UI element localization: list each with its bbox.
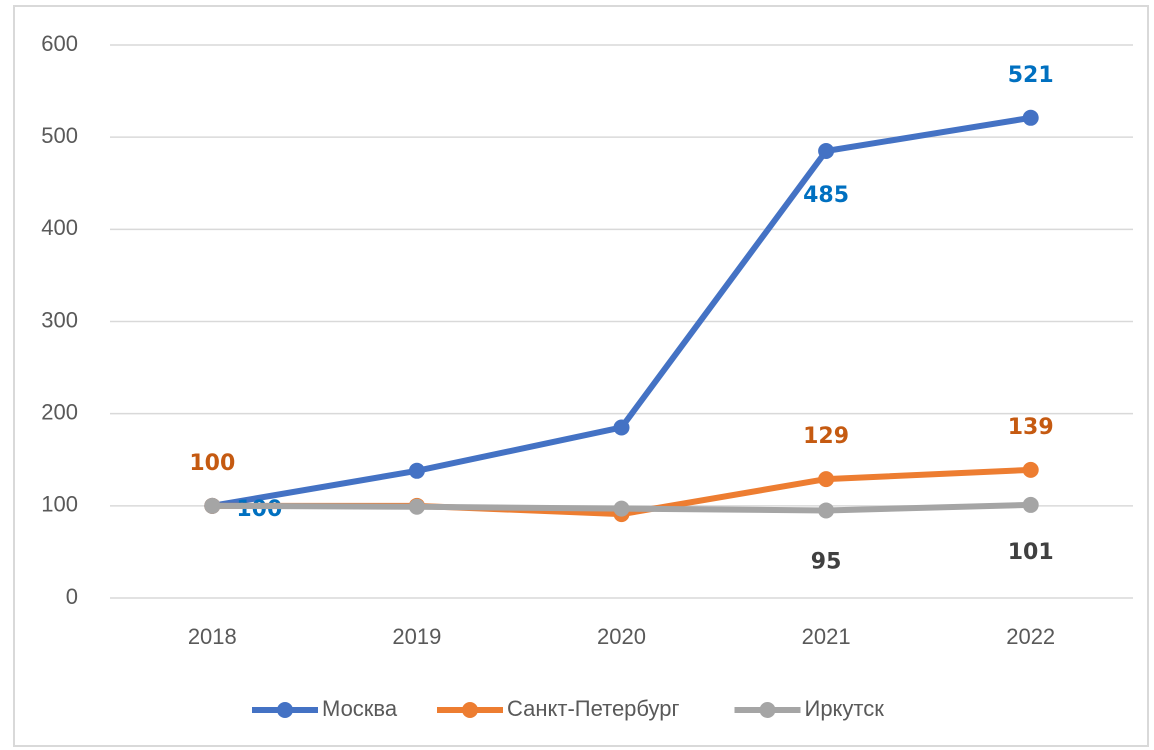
data-label: 521 [1008,63,1054,88]
data-label: 100 [189,451,235,476]
legend-label: Иркутск [805,696,885,721]
data-point [1022,461,1039,478]
y-tick-label: 500 [41,123,78,148]
data-label: 101 [1008,540,1054,565]
data-label: 95 [811,549,842,574]
data-point [613,419,630,436]
data-point [1022,496,1039,513]
y-tick-label: 0 [66,584,78,609]
data-point [818,142,835,159]
x-tick-label: 2021 [802,624,851,649]
y-tick-label: 100 [41,492,78,517]
data-point [818,502,835,519]
x-tick-label: 2020 [597,624,646,649]
data-point [613,500,630,517]
data-point [818,471,835,488]
data-point [408,498,425,515]
data-label: 100 [236,497,282,522]
x-tick-label: 2018 [188,624,237,649]
y-tick-label: 200 [41,399,78,424]
data-point [408,462,425,479]
data-label: 129 [803,424,849,449]
data-point [204,497,221,514]
legend-marker [759,702,776,718]
legend-label: Москва [322,696,398,721]
chart-frame [13,5,1149,747]
y-tick-label: 300 [41,307,78,332]
x-tick-label: 2022 [1006,624,1055,649]
x-tick-label: 2019 [392,624,441,649]
y-tick-label: 600 [41,31,78,56]
data-point [1022,109,1039,126]
y-tick-label: 400 [41,215,78,240]
legend-label: Санкт-Петербург [507,696,680,721]
legend-marker [462,702,478,718]
legend-marker [277,702,293,718]
data-label: 139 [1008,415,1054,440]
data-label: 485 [803,183,849,208]
